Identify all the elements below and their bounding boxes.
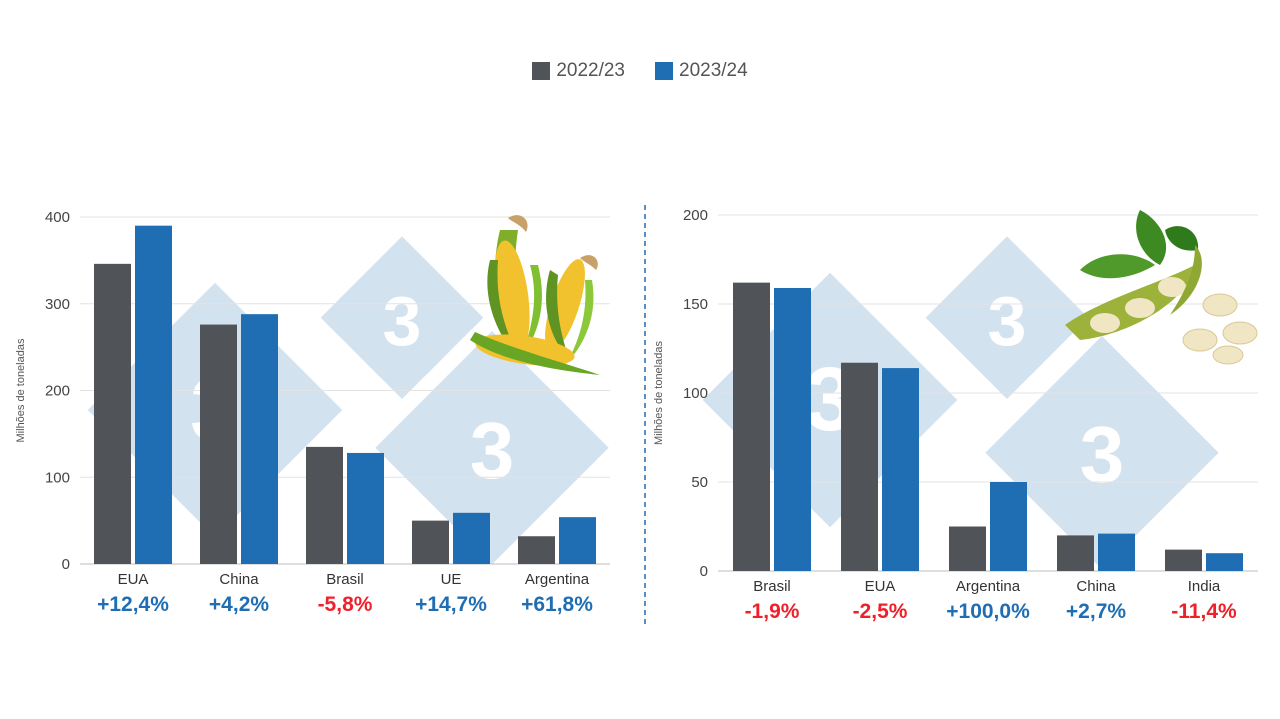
bar-2022 <box>1057 535 1094 571</box>
x-tick-label: China <box>219 571 259 588</box>
bar-2023 <box>1098 533 1135 571</box>
legend-label: 2023/24 <box>679 60 748 81</box>
legend-swatch-2023 <box>655 62 673 80</box>
bar-2022 <box>412 520 449 564</box>
x-tick-label: Brasil <box>753 578 791 595</box>
y-tick-label: 0 <box>62 556 70 573</box>
x-tick-label: Brasil <box>326 571 364 588</box>
change-label: +12,4% <box>97 593 169 616</box>
bar-2023 <box>241 314 278 564</box>
y-tick-label: 100 <box>45 469 70 486</box>
x-tick-label: China <box>1076 578 1116 595</box>
y-tick-label: 200 <box>45 383 70 400</box>
bar-2023 <box>990 482 1027 571</box>
bar-2023 <box>559 517 596 564</box>
bar-2022 <box>94 263 131 564</box>
bar-2023 <box>347 452 384 564</box>
watermark-digit: 3 <box>1080 410 1125 499</box>
chart-divider <box>644 205 646 625</box>
change-label: +2,7% <box>1066 600 1126 623</box>
bar-2022 <box>306 446 343 564</box>
y-axis-label: Milhões de toneladas <box>653 341 665 445</box>
x-tick-label: EUA <box>865 578 896 595</box>
watermark-digit: 3 <box>988 282 1027 360</box>
bar-2022 <box>841 362 878 571</box>
soybean-icon <box>1065 210 1258 365</box>
y-tick-label: 50 <box>691 474 708 491</box>
change-label: -1,9% <box>745 600 800 623</box>
x-tick-label: Argentina <box>525 571 590 588</box>
bar-2023 <box>774 287 811 571</box>
change-label: +61,8% <box>521 593 593 616</box>
bar-2022 <box>200 324 237 564</box>
change-label: -5,8% <box>318 593 373 616</box>
legend-item-2022: 2022/23 <box>532 60 625 82</box>
bar-2022 <box>518 536 555 564</box>
watermark-digit: 3 <box>383 282 422 360</box>
change-label: +4,2% <box>209 593 269 616</box>
x-tick-label: UE <box>441 571 462 588</box>
change-label: +14,7% <box>415 593 487 616</box>
legend-label: 2022/23 <box>556 60 625 81</box>
bar-2022 <box>949 526 986 571</box>
bar-2023 <box>1206 553 1243 571</box>
watermark-digit: 3 <box>470 406 515 495</box>
x-tick-label: EUA <box>118 571 149 588</box>
bar-2023 <box>882 368 919 571</box>
legend-swatch-2022 <box>532 62 551 80</box>
x-tick-label: Argentina <box>956 578 1021 595</box>
change-label: +100,0% <box>946 600 1030 623</box>
y-tick-label: 300 <box>45 296 70 313</box>
y-tick-label: 200 <box>683 207 708 224</box>
y-tick-label: 0 <box>700 563 708 580</box>
legend-item-2023: 2023/24 <box>655 60 748 82</box>
bar-2022 <box>1165 549 1202 571</box>
bar-2023 <box>453 512 490 564</box>
y-tick-label: 400 <box>45 209 70 226</box>
legend: 2022/23 2023/24 <box>0 60 1280 82</box>
bar-2022 <box>733 282 770 571</box>
change-label: -2,5% <box>853 600 908 623</box>
corn-icon <box>470 215 600 375</box>
y-axis-label: Milhões de toneladas <box>15 338 27 442</box>
change-label: -11,4% <box>1171 600 1237 623</box>
bar-2023 <box>135 225 172 565</box>
x-tick-label: India <box>1188 578 1221 595</box>
y-tick-label: 150 <box>683 296 708 313</box>
y-tick-label: 100 <box>683 385 708 402</box>
